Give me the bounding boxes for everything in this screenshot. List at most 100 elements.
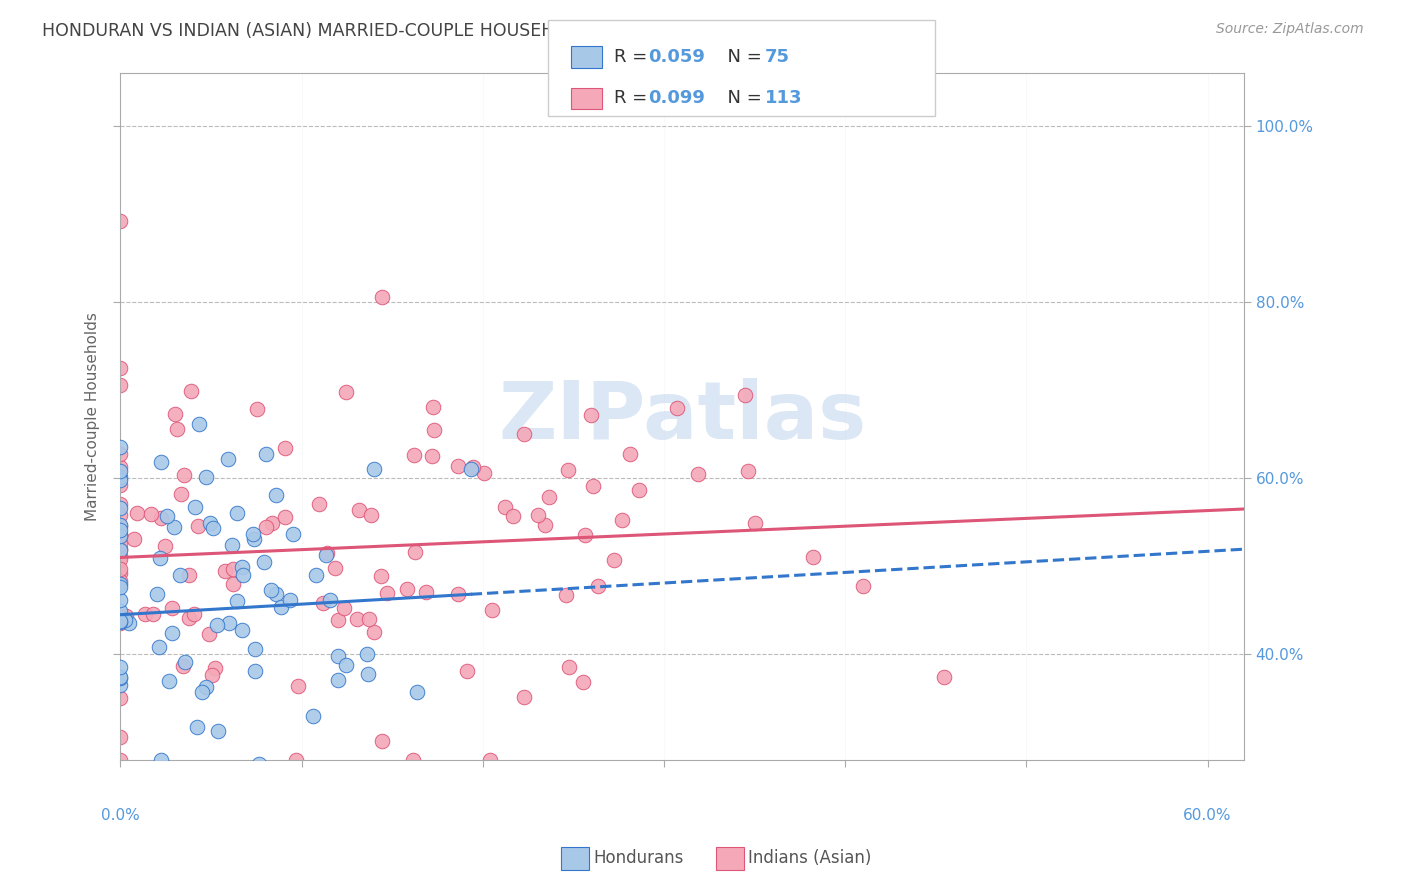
Point xyxy=(163,408,186,422)
Point xyxy=(118,616,141,631)
Point xyxy=(174,655,197,669)
Point xyxy=(110,566,132,580)
Point xyxy=(148,640,170,654)
Point xyxy=(328,648,350,663)
Point xyxy=(280,593,302,607)
Text: 0.059: 0.059 xyxy=(648,48,704,66)
Point xyxy=(347,503,370,517)
Point xyxy=(187,519,209,533)
Point xyxy=(404,448,426,462)
Point xyxy=(110,501,132,516)
Point xyxy=(110,552,132,566)
Point xyxy=(110,527,132,541)
Point xyxy=(110,549,132,563)
Text: N =: N = xyxy=(716,48,768,66)
Point xyxy=(191,685,214,699)
Text: R =: R = xyxy=(614,89,654,107)
Point xyxy=(266,587,288,601)
Point xyxy=(281,526,304,541)
Point xyxy=(557,660,579,674)
Point xyxy=(194,470,217,484)
Point xyxy=(246,402,269,417)
Point xyxy=(402,753,425,767)
Point xyxy=(335,657,357,672)
Point xyxy=(110,528,132,542)
Point xyxy=(371,290,394,304)
Point xyxy=(110,576,132,591)
Point xyxy=(166,422,188,436)
Point xyxy=(260,583,283,598)
Point xyxy=(245,642,267,657)
Point xyxy=(110,470,132,484)
Point xyxy=(243,664,266,678)
Text: HONDURAN VS INDIAN (ASIAN) MARRIED-COUPLE HOUSEHOLDS CORRELATION CHART: HONDURAN VS INDIAN (ASIAN) MARRIED-COUPL… xyxy=(42,22,796,40)
Point xyxy=(513,426,536,441)
Text: 0.099: 0.099 xyxy=(648,89,704,107)
Point xyxy=(932,671,955,685)
Point xyxy=(205,617,228,632)
Text: 0.0%: 0.0% xyxy=(101,808,139,823)
Point xyxy=(142,607,165,622)
Point xyxy=(737,464,759,478)
Point xyxy=(160,626,183,640)
Text: Indians (Asian): Indians (Asian) xyxy=(748,849,872,867)
Point xyxy=(242,526,264,541)
Point xyxy=(141,507,163,521)
Point xyxy=(149,550,172,565)
Point xyxy=(110,377,132,392)
Point xyxy=(254,447,277,461)
Point xyxy=(302,709,325,723)
Y-axis label: Married-couple Households: Married-couple Households xyxy=(86,312,100,521)
Point xyxy=(332,601,354,615)
Point xyxy=(447,458,470,473)
Point xyxy=(110,441,132,455)
Text: 113: 113 xyxy=(765,89,803,107)
Point xyxy=(319,592,342,607)
Point xyxy=(180,384,202,399)
Point xyxy=(555,589,578,603)
Point xyxy=(110,360,132,375)
Point xyxy=(110,523,132,537)
Point xyxy=(157,673,180,688)
Point xyxy=(423,423,446,437)
Point xyxy=(405,684,427,698)
Point xyxy=(110,497,132,511)
Point xyxy=(420,450,443,464)
Point xyxy=(110,660,132,674)
Point xyxy=(363,624,385,639)
Text: Source: ZipAtlas.com: Source: ZipAtlas.com xyxy=(1216,22,1364,37)
Point xyxy=(363,462,385,476)
Point xyxy=(110,670,132,684)
Point xyxy=(619,447,641,461)
Point xyxy=(150,455,173,469)
Point xyxy=(156,508,179,523)
Point xyxy=(134,607,156,621)
Point xyxy=(305,567,328,582)
Point xyxy=(222,577,245,591)
Point xyxy=(264,488,287,502)
Text: 75: 75 xyxy=(765,48,790,66)
Point xyxy=(110,691,132,706)
Point xyxy=(513,690,536,704)
Point xyxy=(221,538,243,552)
Point xyxy=(146,587,169,601)
Point xyxy=(273,442,295,456)
Point xyxy=(204,661,226,675)
Point xyxy=(150,511,173,525)
Point xyxy=(214,564,236,578)
Point xyxy=(110,508,132,523)
Point xyxy=(308,497,330,511)
Point xyxy=(169,568,191,582)
Point xyxy=(110,730,132,744)
Point xyxy=(852,579,875,593)
Point xyxy=(173,467,195,482)
Point xyxy=(422,400,444,414)
Point xyxy=(572,675,595,690)
Point xyxy=(110,529,132,543)
Point xyxy=(346,612,368,626)
Point xyxy=(122,533,145,547)
Point xyxy=(232,568,254,582)
Point xyxy=(356,667,378,681)
Point xyxy=(110,541,132,556)
Point xyxy=(188,417,211,431)
